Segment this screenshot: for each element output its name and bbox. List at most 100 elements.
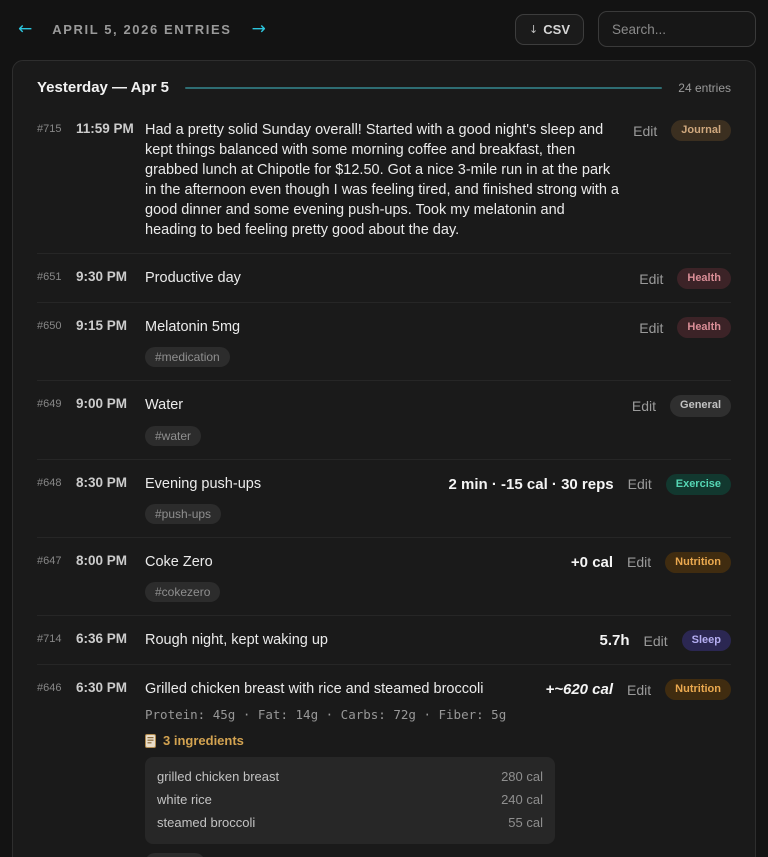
entry-row: #649 9:00 PM Water Edit General #water — [37, 380, 731, 458]
ingredients-label: 3 ingredients — [145, 733, 731, 748]
entry-time: 9:15 PM — [76, 318, 128, 334]
entry-actions: 5.7h Edit Sleep — [599, 629, 731, 652]
entry-body: Grilled chicken breast with rice and ste… — [145, 679, 731, 857]
edit-button[interactable]: Edit — [639, 319, 664, 336]
entry-time: 9:00 PM — [76, 396, 128, 412]
ingredient-row: white rice 240 cal — [157, 789, 543, 812]
entry-time: 9:30 PM — [76, 269, 128, 284]
entry-id: #715 — [37, 123, 62, 135]
entry-title: Productive day — [145, 270, 241, 286]
entry-time: 8:30 PM — [76, 474, 128, 490]
entry-id: #714 — [37, 632, 62, 645]
entry-body: Evening push-ups 2 min · -15 cal · 30 re… — [145, 473, 731, 524]
ingredient-name: steamed broccoli — [157, 814, 256, 830]
entry-list: #715 11:59 PM Had a pretty solid Sunday … — [37, 106, 731, 857]
edit-button[interactable]: Edit — [627, 554, 652, 571]
edit-button[interactable]: Edit — [643, 632, 668, 649]
prev-day-arrow[interactable]: ← — [12, 19, 38, 40]
ingredient-name: grilled chicken breast — [157, 769, 280, 785]
edit-button[interactable]: Edit — [627, 681, 652, 698]
entry-actions: Edit General — [631, 395, 731, 417]
entry-id: #651 — [37, 271, 62, 283]
entry-row: #650 9:15 PM Melatonin 5mg Edit Health #… — [37, 302, 731, 380]
entry-actions: Edit Journal — [633, 120, 731, 142]
entry-tags: #push-ups — [145, 503, 731, 524]
entry-body: Coke Zero +0 cal Edit Nutrition #cokezer… — [145, 551, 731, 602]
entry-tags: #medication — [145, 347, 731, 368]
ingredient-calories: 240 cal — [501, 792, 543, 808]
entry-id: #650 — [37, 320, 62, 333]
category-badge: Exercise — [665, 473, 731, 495]
tag-chip: #water — [145, 425, 202, 446]
edit-button[interactable]: Edit — [639, 270, 664, 287]
entries-panel: Yesterday — Apr 5 24 entries #715 11:59 … — [12, 60, 756, 857]
tag-chip: #push-ups — [145, 503, 222, 524]
page-title: APRIL 5, 2026 ENTRIES — [52, 21, 232, 37]
category-badge: Journal — [671, 120, 731, 142]
category-badge: Health — [677, 317, 731, 339]
edit-button[interactable]: Edit — [633, 122, 658, 139]
entry-body: Had a pretty solid Sunday overall! Start… — [145, 120, 731, 240]
entry-id: #647 — [37, 554, 62, 567]
day-divider-line — [185, 86, 663, 89]
csv-button-label: CSV — [543, 21, 570, 37]
entry-body: Rough night, kept waking up 5.7h Edit Sl… — [145, 629, 731, 652]
tag-chip: #medication — [145, 347, 230, 368]
entry-tags: #water — [145, 425, 731, 446]
entry-id: #648 — [37, 476, 62, 489]
entry-actions: Edit Health — [639, 268, 731, 290]
edit-button[interactable]: Edit — [631, 397, 657, 414]
day-entry-count: 24 entries — [678, 80, 731, 95]
category-badge: Nutrition — [665, 551, 731, 573]
entry-row: #651 9:30 PM Productive day Edit Health — [37, 253, 731, 302]
entry-actions: +0 cal Edit Nutrition — [570, 551, 731, 573]
entry-body: Productive day Edit Health — [145, 268, 731, 290]
entry-title: Evening push-ups — [145, 475, 262, 492]
entry-title: Grilled chicken breast with rice and ste… — [145, 681, 484, 698]
entry-stats: 2 min · -15 cal · 30 reps — [448, 475, 614, 493]
search-input[interactable] — [598, 11, 756, 47]
download-icon: ↓ — [529, 22, 539, 36]
day-header: Yesterday — Apr 5 24 entries — [37, 77, 731, 106]
entry-time: 6:36 PM — [76, 630, 128, 646]
category-badge: Nutrition — [665, 679, 731, 701]
entry-row: #714 6:36 PM Rough night, kept waking up… — [37, 614, 731, 664]
ingredients-label-text: 3 ingredients — [163, 733, 244, 749]
entry-row: #715 11:59 PM Had a pretty solid Sunday … — [37, 106, 731, 253]
entry-tags: #dinner — [145, 852, 731, 857]
entry-time: 8:00 PM — [76, 552, 128, 568]
entry-title: Rough night, kept waking up — [145, 631, 328, 648]
next-day-arrow[interactable]: → — [246, 19, 272, 40]
ingredient-name: white rice — [157, 792, 212, 808]
category-badge: General — [670, 395, 731, 417]
entry-row: #647 8:00 PM Coke Zero +0 cal Edit Nutri… — [37, 536, 731, 615]
entry-stats: 5.7h — [599, 632, 630, 650]
entry-stats: +~620 cal — [545, 681, 614, 699]
edit-button[interactable]: Edit — [627, 476, 652, 493]
entry-title: Water — [145, 397, 184, 414]
entry-macros: Protein: 45g · Fat: 14g · Carbs: 72g · F… — [145, 707, 507, 723]
entry-title: Melatonin 5mg — [145, 319, 241, 336]
csv-export-button[interactable]: ↓ CSV — [515, 13, 584, 45]
entry-id: #646 — [37, 682, 62, 695]
entry-actions: +~620 cal Edit Nutrition — [545, 679, 731, 701]
entry-row: #648 8:30 PM Evening push-ups 2 min · -1… — [37, 458, 731, 537]
entry-time: 6:30 PM — [76, 680, 128, 696]
entry-stats: +0 cal — [570, 553, 614, 571]
entry-tags: #cokezero — [145, 581, 731, 602]
entry-body: Water Edit General #water — [145, 395, 731, 446]
top-bar: ← APRIL 5, 2026 ENTRIES → ↓ CSV — [0, 0, 768, 60]
entry-title: Had a pretty solid Sunday overall! Start… — [145, 122, 619, 238]
tag-chip: #cokezero — [145, 581, 221, 602]
entry-row: #646 6:30 PM Grilled chicken breast with… — [37, 664, 731, 857]
entry-actions: Edit Health — [639, 317, 731, 339]
entry-actions: 2 min · -15 cal · 30 reps Edit Exercise — [448, 473, 731, 495]
receipt-icon — [145, 733, 156, 748]
entry-title: Coke Zero — [145, 553, 213, 570]
ingredient-row: grilled chicken breast 280 cal — [157, 766, 543, 789]
day-title: Yesterday — Apr 5 — [37, 79, 170, 96]
ingredient-calories: 55 cal — [508, 814, 543, 830]
ingredients-box: grilled chicken breast 280 cal white rice 2… — [145, 757, 555, 844]
entry-id: #649 — [37, 398, 62, 411]
topbar-actions: ↓ CSV — [515, 11, 756, 47]
